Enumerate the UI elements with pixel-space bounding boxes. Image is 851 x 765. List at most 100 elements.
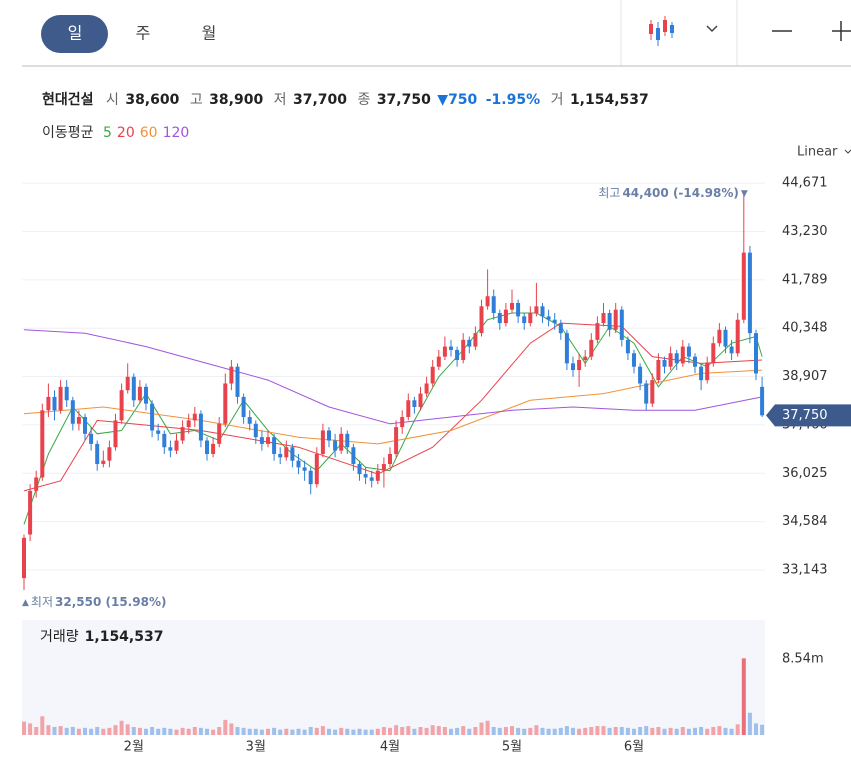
volume-bar — [394, 725, 399, 735]
candle-body — [180, 427, 185, 441]
candle-body — [400, 417, 405, 428]
tab-active-pill[interactable] — [41, 15, 108, 53]
volume-bar — [278, 729, 283, 735]
volume-bar — [180, 727, 185, 735]
y-tick-label: 40,348 — [782, 321, 828, 336]
candle-body — [89, 433, 94, 444]
candle-body — [22, 537, 26, 579]
candle-body — [259, 437, 264, 444]
volume-bar — [412, 728, 417, 735]
tab[interactable]: 월 — [202, 24, 217, 43]
candle-body — [205, 440, 209, 454]
candle-body — [503, 309, 508, 324]
candle-body — [564, 333, 569, 364]
candle-body — [125, 376, 130, 391]
volume-bar — [156, 728, 161, 735]
y-tick-label: 38,907 — [782, 369, 828, 384]
volume-bar — [473, 726, 478, 735]
volume-bar — [485, 720, 490, 735]
candle-body — [192, 413, 197, 421]
candle-body — [705, 363, 710, 381]
volume-bar — [290, 729, 295, 735]
volume-bar — [430, 725, 435, 735]
chart-type-icon[interactable] — [649, 16, 674, 46]
volume-bar — [510, 726, 514, 735]
candle-body — [747, 252, 752, 334]
candle-body — [229, 366, 234, 384]
volume-bar — [144, 728, 148, 735]
candle-body — [217, 423, 222, 444]
candle-body — [137, 386, 142, 401]
candle-body — [64, 386, 69, 401]
stock-info: 현대건설 시 38,600 고 38,900 저 37,700 종 37,750… — [42, 91, 649, 108]
volume-bar — [754, 723, 758, 735]
volume-bar — [497, 727, 502, 735]
candle-body — [406, 400, 411, 418]
label: 저 — [274, 92, 287, 108]
candle-body — [302, 467, 307, 471]
volume-bar — [747, 712, 752, 735]
candle-body — [198, 413, 203, 441]
ma-legend-entry: 5 — [103, 125, 112, 141]
high-note-prefix: 최고 — [598, 186, 620, 200]
candle-body — [571, 363, 575, 371]
x-tick-label: 4월 — [380, 740, 400, 755]
x-tick-label: 5월 — [502, 740, 522, 755]
x-tick-label: 3월 — [246, 740, 266, 755]
volume-bar — [644, 726, 649, 735]
volume-bar — [46, 725, 51, 735]
dropdown-chevron[interactable] — [706, 25, 718, 33]
candle-body — [144, 386, 148, 404]
volume-bar — [479, 722, 484, 735]
candle-body — [760, 386, 765, 416]
volume-bar — [89, 728, 94, 735]
tab[interactable]: 일 — [68, 24, 83, 43]
scale-chevron[interactable] — [844, 149, 851, 154]
high-note-arrow: ▼ — [741, 189, 748, 199]
candle-body — [699, 366, 704, 381]
candle-body — [546, 316, 551, 320]
candle-body — [308, 470, 313, 485]
candle-body — [381, 464, 386, 471]
volume-bar — [619, 726, 624, 735]
candle-body — [485, 296, 490, 307]
candle-body — [693, 356, 697, 367]
candle-body — [601, 313, 606, 324]
tab[interactable]: 주 — [136, 24, 151, 43]
volume-bar — [296, 728, 301, 735]
volume-bar — [308, 726, 313, 735]
volume-bar — [34, 726, 39, 735]
candle-body — [674, 353, 679, 364]
candle-body — [107, 447, 112, 461]
volume-bar — [461, 726, 466, 735]
volume-bar — [491, 726, 496, 735]
candle-body — [320, 430, 325, 454]
zoom-in[interactable] — [832, 21, 851, 41]
candle-body — [369, 477, 374, 481]
volume-bar — [150, 726, 155, 735]
volume-bar — [540, 727, 545, 735]
low-note-text: 32,550 (15.98%) — [55, 595, 166, 609]
candle-body — [607, 313, 612, 330]
label: 고 — [190, 92, 203, 108]
candle-body — [333, 440, 338, 451]
volume-bar — [717, 726, 722, 735]
ma-legend: 이동평균 5 20 60 120 — [42, 125, 189, 141]
scale-select[interactable]: Linear — [797, 145, 838, 160]
volume-bar — [357, 728, 362, 735]
candle-body — [119, 390, 124, 421]
value: 1,154,537 — [570, 92, 649, 108]
volume-bar — [613, 726, 618, 735]
candle-body — [711, 343, 716, 364]
candle-body — [625, 339, 630, 354]
volume-bar — [601, 726, 606, 735]
volume-bar — [442, 726, 447, 735]
candle-body — [28, 490, 33, 535]
candle-body — [424, 383, 429, 394]
candle-body — [686, 346, 691, 357]
volume-bar — [595, 726, 600, 735]
candle-body — [522, 316, 527, 324]
volume-bar — [705, 728, 710, 735]
last-price-label: 37,750 — [782, 408, 828, 423]
label: 종 — [357, 92, 370, 108]
